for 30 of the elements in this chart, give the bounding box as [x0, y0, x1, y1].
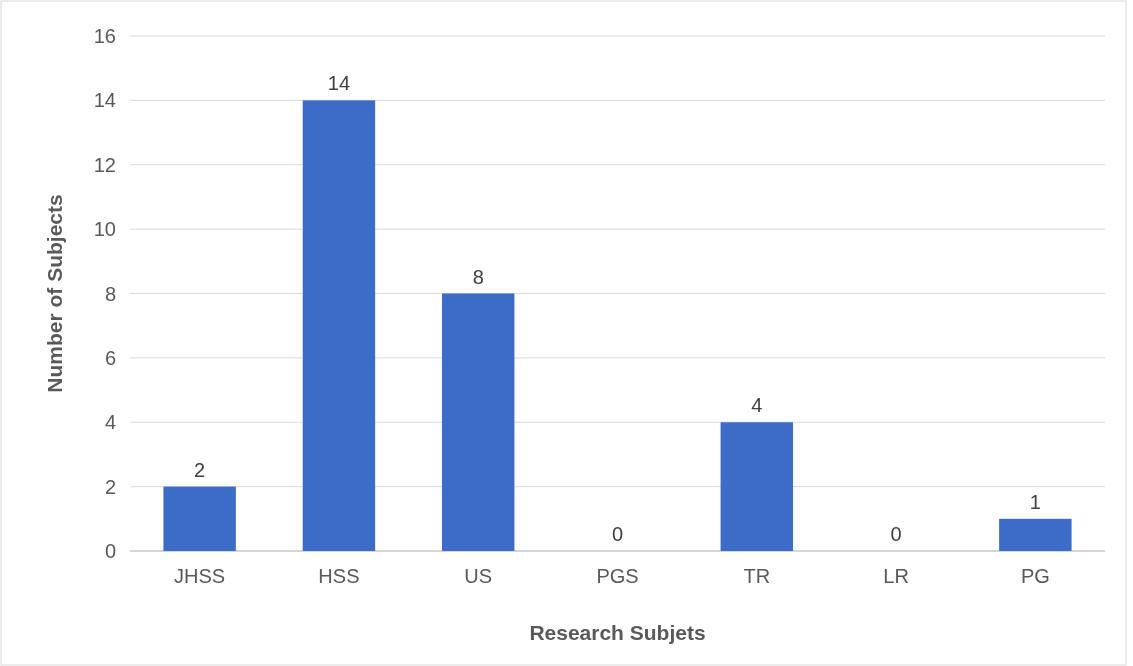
y-tick-label: 16 [93, 25, 116, 47]
y-tick-label: 14 [93, 89, 116, 112]
bar [720, 422, 793, 551]
x-tick-label: TR [743, 565, 771, 587]
y-tick-label: 12 [93, 153, 116, 176]
y-tick-label: 8 [104, 282, 116, 305]
data-label: 14 [327, 72, 351, 95]
y-tick-label: 4 [104, 411, 116, 434]
data-label: 8 [472, 265, 484, 288]
data-label: 2 [194, 458, 206, 481]
y-axis-title: Number of Subjects [43, 194, 66, 393]
data-label: 1 [1029, 490, 1041, 513]
y-tick-label: 10 [93, 218, 116, 241]
data-label: 4 [751, 394, 763, 417]
x-tick-label: JHSS [174, 565, 226, 587]
x-tick-label: PGS [596, 565, 639, 587]
x-tick-label: PG [1020, 565, 1050, 587]
data-label: 0 [611, 523, 624, 545]
bar [999, 518, 1072, 551]
x-axis-title: Research Subjets [529, 621, 706, 644]
bar [163, 486, 236, 551]
bar [302, 100, 376, 551]
bar [442, 293, 515, 551]
y-tick-label: 0 [104, 540, 116, 562]
y-tick-label: 2 [104, 475, 116, 498]
x-tick-label: HSS [318, 565, 360, 587]
x-tick-label: US [464, 565, 493, 587]
y-tick-label: 6 [104, 346, 116, 369]
data-label: 0 [890, 523, 902, 545]
x-tick-label: LR [883, 565, 909, 587]
